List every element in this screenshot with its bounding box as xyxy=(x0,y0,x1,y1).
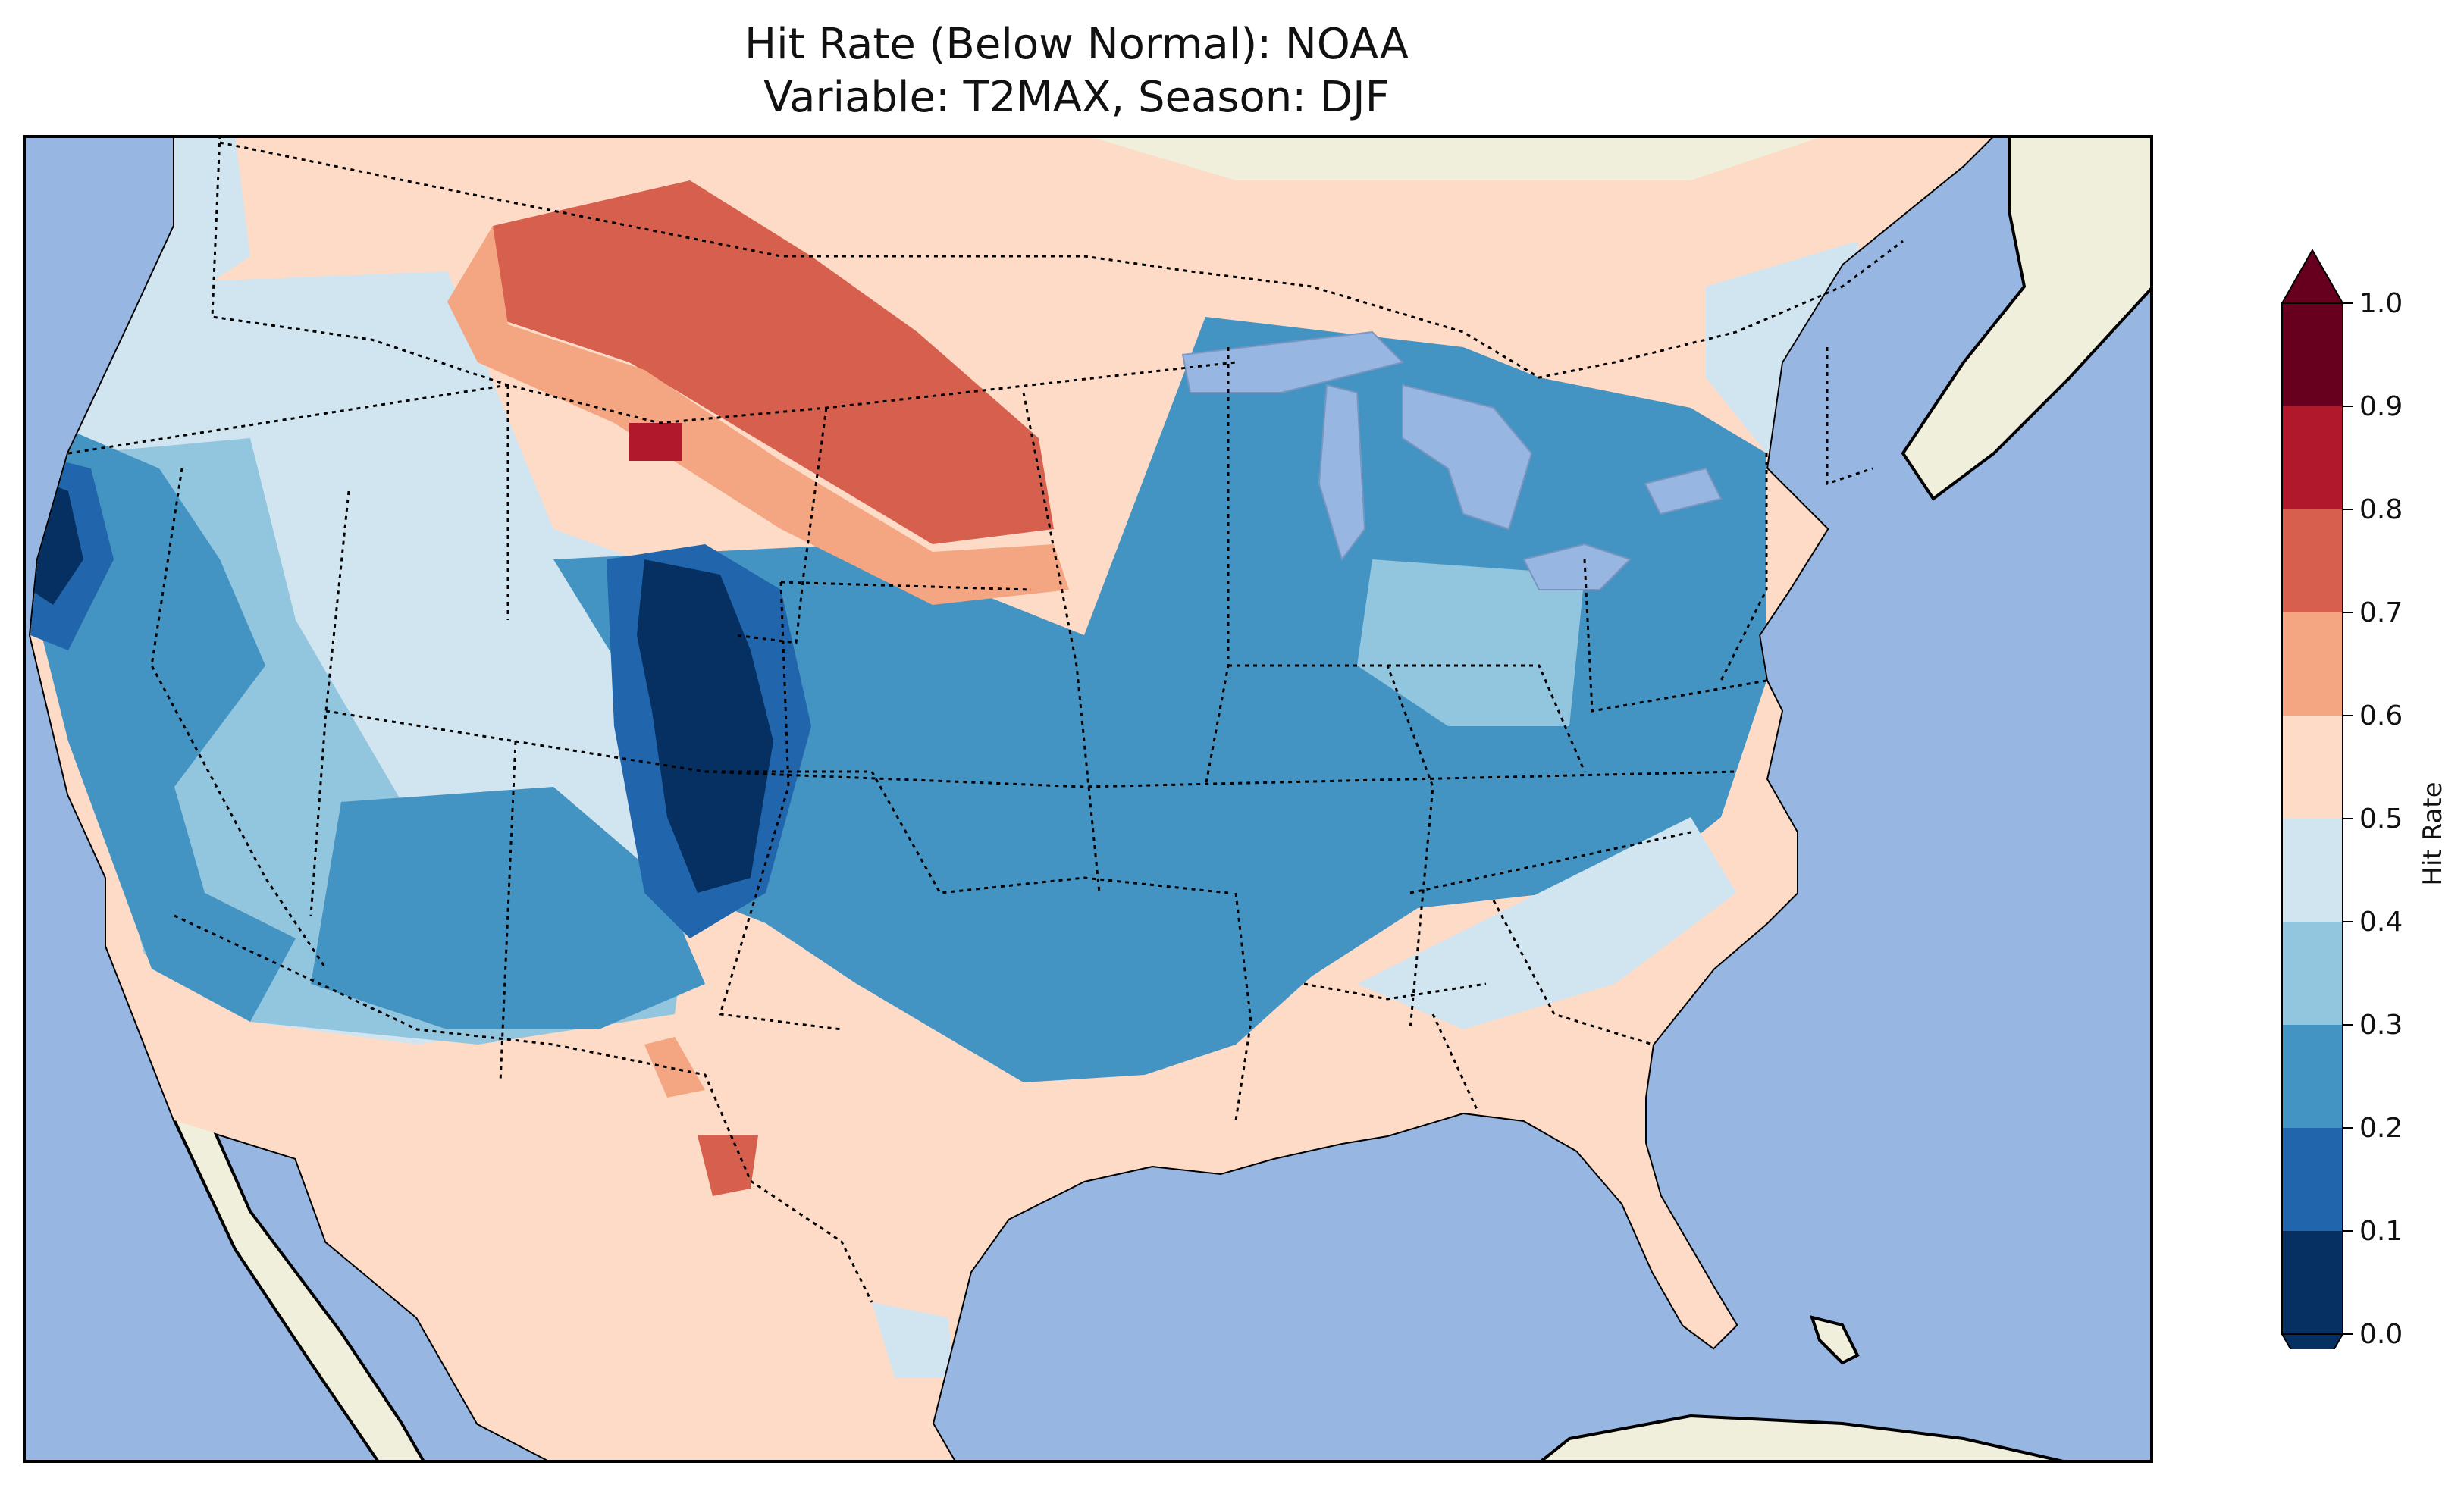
region-west-texas-red xyxy=(698,1135,758,1196)
colorbar-segment xyxy=(2282,303,2343,406)
colorbar-segment xyxy=(2282,1231,2343,1334)
colorbar-tick-label: 0.8 xyxy=(2359,494,2403,525)
colorbar-tick-label: 0.3 xyxy=(2359,1010,2403,1041)
hit-rate-map xyxy=(23,135,2153,1463)
colorbar-segment xyxy=(2282,1128,2343,1231)
map-frame xyxy=(23,135,2153,1463)
region-colorado-core xyxy=(637,559,773,893)
colorbar-segment xyxy=(2282,509,2343,612)
colorbar-tick-label: 0.0 xyxy=(2359,1319,2403,1349)
mexico-border xyxy=(174,914,873,1303)
region-north-plains-orange xyxy=(493,180,1054,544)
great-lakes xyxy=(1181,330,1723,590)
state-borders xyxy=(67,135,1873,1121)
colorbar-tick-label: 0.4 xyxy=(2359,907,2403,938)
colorbar-tick-label: 1.0 xyxy=(2359,288,2403,319)
colorbar-tick-label: 0.1 xyxy=(2359,1216,2403,1247)
colorbar-extend-over xyxy=(2281,248,2344,304)
colorbar-tick-label: 0.9 xyxy=(2359,391,2403,422)
region-ohio-valley-light xyxy=(1357,559,1585,726)
colorbar-tick-label: 0.7 xyxy=(2359,597,2403,628)
region-south-texas-light xyxy=(872,1302,955,1378)
colorbar-tick-label: 0.5 xyxy=(2359,803,2403,835)
colorbar-tick-label: 0.6 xyxy=(2359,700,2403,731)
colorbar-segment xyxy=(2282,819,2343,922)
colorbar-label: Hit Rate xyxy=(2418,781,2448,885)
colorbar-segment xyxy=(2282,1025,2343,1128)
colorbar: 0.0 0.1 0.2 0.3 0.4 0.5 0.6 0.7 0.8 0.9 1.0 Hit Ra… xyxy=(2281,248,2448,1349)
canada-border xyxy=(219,141,1904,379)
colorbar-tick-label: 0.2 xyxy=(2359,1113,2403,1144)
region-texas-salmon xyxy=(644,1037,705,1098)
chart-title-line2: Variable: T2MAX, Season: DJF xyxy=(763,73,1390,122)
region-montana-red xyxy=(629,423,682,461)
chart-title-line1: Hit Rate (Below Normal): NOAA xyxy=(744,20,1409,69)
colorbar-extend-under xyxy=(2281,1333,2344,1349)
region-carolinas-light xyxy=(1357,817,1736,1029)
colorbar-segment xyxy=(2282,716,2343,819)
region-north-plains-edge xyxy=(447,226,1069,605)
colorbar-segment xyxy=(2282,406,2343,509)
colorbar-segment xyxy=(2282,612,2343,716)
colorbar-segment xyxy=(2282,922,2343,1025)
